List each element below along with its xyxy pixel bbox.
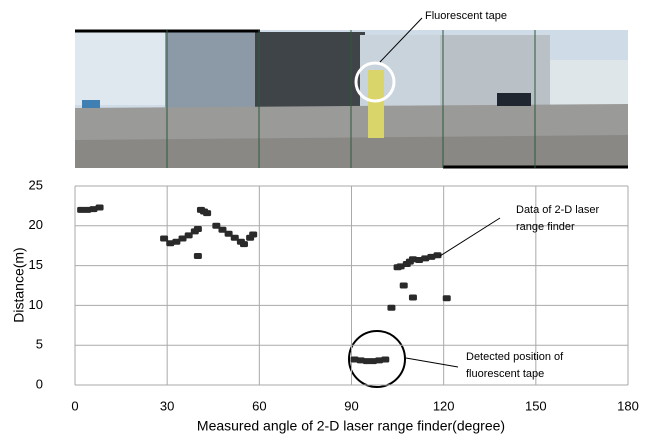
annotation: fluorescent tape <box>466 368 544 380</box>
x-tick-label: 60 <box>252 398 266 413</box>
x-tick-label: 90 <box>344 398 358 413</box>
annotation: Data of 2-D laser <box>516 204 599 216</box>
data-point <box>194 253 202 259</box>
data-point <box>387 305 395 311</box>
y-tick-label: 20 <box>29 217 43 232</box>
leader-line <box>440 218 500 256</box>
annotation: Fluorescent tape <box>425 10 507 22</box>
x-tick-label: 30 <box>160 398 174 413</box>
x-axis-title: Measured angle of 2-D laser range finder… <box>197 418 505 434</box>
y-tick-label: 25 <box>29 177 43 192</box>
x-tick-label: 150 <box>525 398 547 413</box>
data-point <box>443 295 451 301</box>
y-tick-label: 15 <box>29 257 43 272</box>
figure: Measured angle of 2-D laser range finder… <box>0 0 651 439</box>
y-tick-label: 0 <box>36 376 43 391</box>
annotation: range finder <box>516 221 575 233</box>
y-axis-title: Distance(m) <box>11 247 27 322</box>
x-tick-label: 120 <box>433 398 455 413</box>
data-point <box>96 204 104 210</box>
data-point <box>203 210 211 216</box>
x-tick-label: 180 <box>617 398 639 413</box>
data-point <box>400 283 408 289</box>
data-point <box>249 232 257 238</box>
y-tick-label: 5 <box>36 337 43 352</box>
data-point <box>194 226 202 232</box>
data-point <box>240 241 248 247</box>
annotation: Detected position of <box>466 351 564 363</box>
x-tick-label: 0 <box>71 398 78 413</box>
panorama-photo <box>75 30 628 168</box>
data-point <box>381 357 389 363</box>
leader-line <box>406 358 458 367</box>
y-tick-label: 10 <box>29 297 43 312</box>
data-point <box>409 294 417 300</box>
